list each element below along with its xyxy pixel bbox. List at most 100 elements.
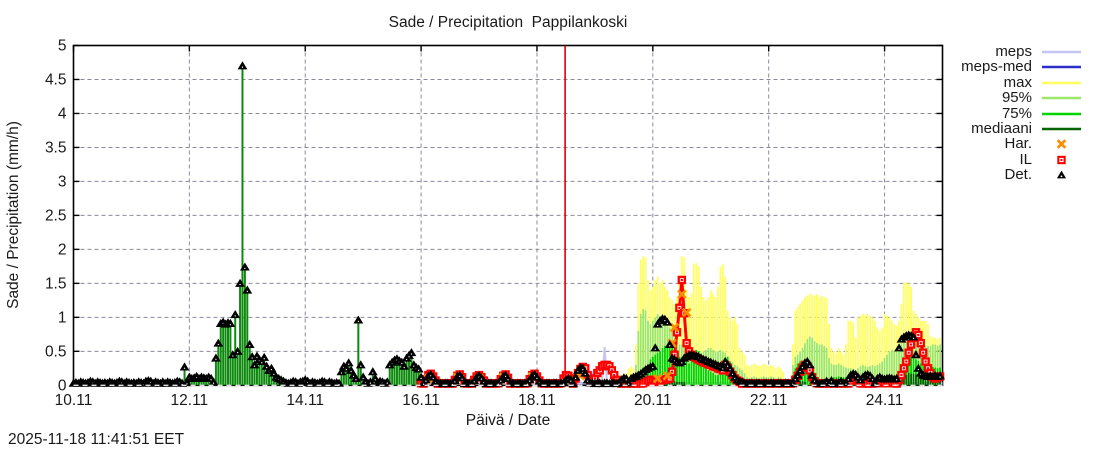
bar-75 <box>719 373 722 386</box>
marker-det <box>935 371 945 380</box>
bar-max <box>717 286 719 386</box>
marker-det-dot <box>587 380 589 382</box>
bar-max <box>804 296 806 386</box>
bar-75 <box>683 359 686 386</box>
bar-max <box>719 266 722 386</box>
marker-det <box>355 360 366 369</box>
bar-max <box>782 371 785 386</box>
marker-det-dot <box>570 380 572 382</box>
bar-mediaani <box>919 374 922 386</box>
bar-max <box>878 330 881 386</box>
bar-mediaani <box>905 375 908 386</box>
marker-har <box>662 371 673 381</box>
bar-95 <box>842 366 845 386</box>
marker-il-dot <box>613 374 616 377</box>
bar-95 <box>651 320 654 386</box>
bar-max <box>849 320 852 386</box>
marker-det-dot <box>246 290 248 293</box>
marker-det-dot <box>405 358 408 361</box>
marker-det-dot <box>582 368 584 371</box>
marker-det <box>249 360 260 369</box>
marker-il-dot <box>680 278 683 282</box>
marker-det-dot <box>625 379 627 381</box>
x-tick-label: 16.11 <box>402 392 440 409</box>
marker-det-dot <box>389 365 391 367</box>
marker-il-dot <box>685 342 688 345</box>
bar-max <box>816 294 818 386</box>
bar-95 <box>835 364 838 386</box>
bar-95 <box>639 313 642 386</box>
bar-95 <box>823 345 826 386</box>
marker-il-dot <box>808 369 811 372</box>
legend-row-meps-med: meps-med <box>0 59 1100 75</box>
marker-det-dot <box>360 365 362 367</box>
bar-95 <box>845 367 847 386</box>
bar-max <box>707 296 710 386</box>
bar-75 <box>661 347 664 386</box>
bar-max <box>709 290 712 386</box>
marker-det-dot <box>461 378 463 380</box>
marker-il-dot <box>593 377 597 380</box>
bar-95 <box>888 351 891 386</box>
marker-det-dot <box>229 324 232 326</box>
x-tick-label: 12.11 <box>171 392 209 409</box>
marker-det <box>717 363 728 372</box>
legend-row-det-: Det. <box>0 167 1100 183</box>
marker-det <box>232 346 243 355</box>
bar-max <box>697 266 700 386</box>
bar-95 <box>811 337 814 386</box>
marker-det-dot <box>186 383 188 385</box>
marker-det-dot <box>401 362 403 365</box>
legend-label: meps-med <box>961 58 1032 76</box>
marker-det <box>343 358 354 367</box>
y-tick-label: 2.5 <box>45 207 67 224</box>
y-tick-label: 0.5 <box>45 343 67 360</box>
bar-max <box>871 317 874 386</box>
bar-75 <box>666 344 669 386</box>
bar-75 <box>806 366 809 386</box>
marker-det-dot <box>340 372 343 374</box>
x-axis-label: Päivä / Date <box>465 412 551 429</box>
marker-det-dot <box>253 365 256 367</box>
marker-det <box>870 378 880 387</box>
marker-det <box>239 262 250 271</box>
bar-mediaani <box>676 381 678 386</box>
marker-det <box>213 338 224 347</box>
marker-det-dot <box>801 366 804 369</box>
marker-det-dot <box>813 380 816 382</box>
marker-det <box>891 373 902 383</box>
marker-det-dot <box>270 368 273 371</box>
marker-det-dot <box>939 376 941 378</box>
marker-det-dot <box>830 381 833 383</box>
bar-75 <box>676 354 678 386</box>
marker-det-dot <box>669 345 671 347</box>
bar-max <box>852 322 855 386</box>
bar-95 <box>659 315 661 386</box>
marker-det-dot <box>256 356 258 359</box>
bar-mediaani <box>804 381 806 386</box>
marker-det-dot <box>724 362 726 364</box>
marker-det-dot <box>652 366 654 369</box>
bar-75 <box>714 375 717 386</box>
bar-95 <box>840 364 843 386</box>
marker-det <box>365 377 376 386</box>
bar-mediaani <box>912 373 915 386</box>
marker-det-dot <box>618 383 620 385</box>
bar-max <box>883 313 886 386</box>
bar-max <box>695 262 698 386</box>
marker-har <box>681 307 692 318</box>
legend-sample-square <box>1057 155 1066 164</box>
bar-max <box>881 327 884 386</box>
marker-det-dot <box>357 320 359 323</box>
marker-det-dot <box>418 369 420 371</box>
bar-max <box>813 295 816 386</box>
marker-det <box>623 378 634 387</box>
marker-det <box>413 364 424 373</box>
bar-95 <box>883 358 886 386</box>
marker-det <box>647 361 658 370</box>
marker-det <box>235 278 245 287</box>
bar-95 <box>818 344 821 386</box>
marker-det-dot <box>244 267 246 269</box>
bar-95 <box>816 343 818 386</box>
marker-det <box>580 368 591 377</box>
